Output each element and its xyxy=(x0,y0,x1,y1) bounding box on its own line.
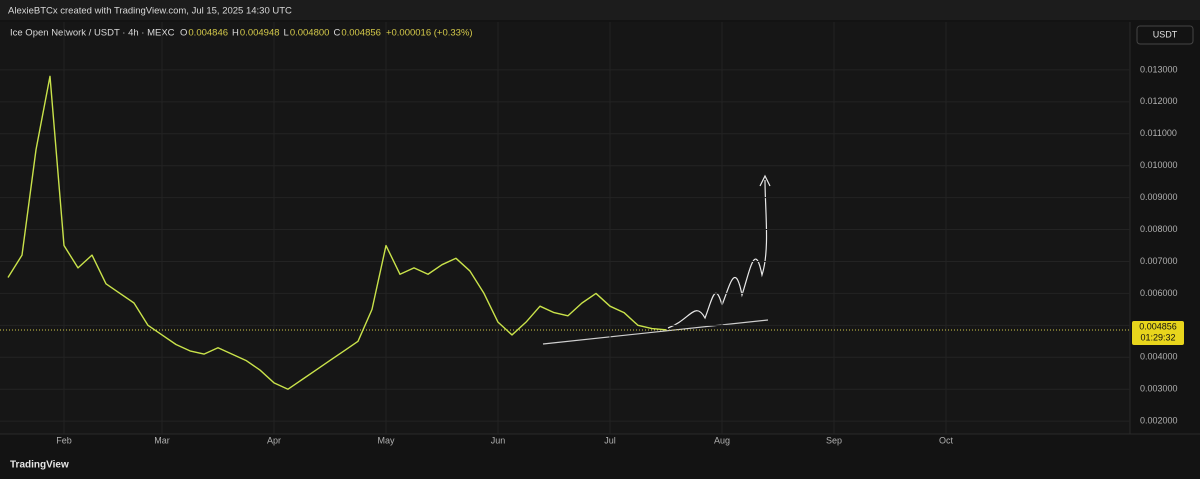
price-tag-countdown: 01:29:32 xyxy=(1140,332,1175,342)
ohlc: O 0.004846 H 0.004948 L 0.004800 C 0.004856 +0.0… xyxy=(180,28,473,39)
price-line-series xyxy=(7,75,667,390)
projection-arrow xyxy=(759,174,771,187)
y-tick-label: 0.007000 xyxy=(1140,256,1178,266)
top-bar xyxy=(0,0,1200,20)
y-tick-label: 0.011000 xyxy=(1140,128,1177,138)
y-tick-label: 0.013000 xyxy=(1140,64,1178,74)
y-tick-label: 0.003000 xyxy=(1140,384,1178,394)
ohlc-label: O xyxy=(180,28,187,39)
plot-area xyxy=(0,22,1130,434)
brand: TradingView xyxy=(10,460,69,471)
y-tick-label: 0.008000 xyxy=(1140,224,1178,234)
x-tick-label: Feb xyxy=(56,435,72,445)
x-tick-label: Mar xyxy=(154,435,170,445)
ohlc-label: H xyxy=(232,28,239,39)
ohlc-value: 0.004856 xyxy=(341,28,381,39)
x-tick-label: Apr xyxy=(267,435,281,445)
y-tick-label: 0.009000 xyxy=(1140,192,1178,202)
x-tick-label: Jul xyxy=(604,435,616,445)
x-tick-label: May xyxy=(377,435,395,445)
trend-line xyxy=(542,319,769,345)
x-tick-label: Sep xyxy=(826,435,842,445)
credit: AlexieBTCx created with TradingView.com,… xyxy=(8,6,292,17)
price-tag xyxy=(1132,320,1184,345)
y-tick-label: 0.006000 xyxy=(1140,288,1178,298)
grid xyxy=(0,22,1130,434)
ohlc-value: 0.004948 xyxy=(240,28,280,39)
ohlc-label: C xyxy=(333,28,340,39)
projection-path xyxy=(667,179,768,329)
currency-box xyxy=(1136,25,1194,45)
ohlc-value: 0.004846 xyxy=(188,28,228,39)
y-tick-label: 0.004000 xyxy=(1140,352,1178,362)
ohlc-value: 0.004800 xyxy=(290,28,330,39)
symbol: Ice Open Network / USDT · 4h · MEXC xyxy=(10,28,175,39)
y-tick-label: 0.010000 xyxy=(1140,160,1178,170)
y-tick-label: 0.002000 xyxy=(1140,416,1178,426)
ohlc-label: L xyxy=(284,28,289,39)
x-tick-label: Aug xyxy=(714,435,730,445)
currency[interactable]: USDT xyxy=(1153,29,1178,39)
ohlc-value: +0.000016 (+0.33%) xyxy=(386,28,473,39)
x-tick-label: Jun xyxy=(491,435,506,445)
y-tick-label: 0.012000 xyxy=(1140,96,1178,106)
x-tick-label: Oct xyxy=(939,435,954,445)
price-tag-value: 0.004856 xyxy=(1139,321,1177,331)
